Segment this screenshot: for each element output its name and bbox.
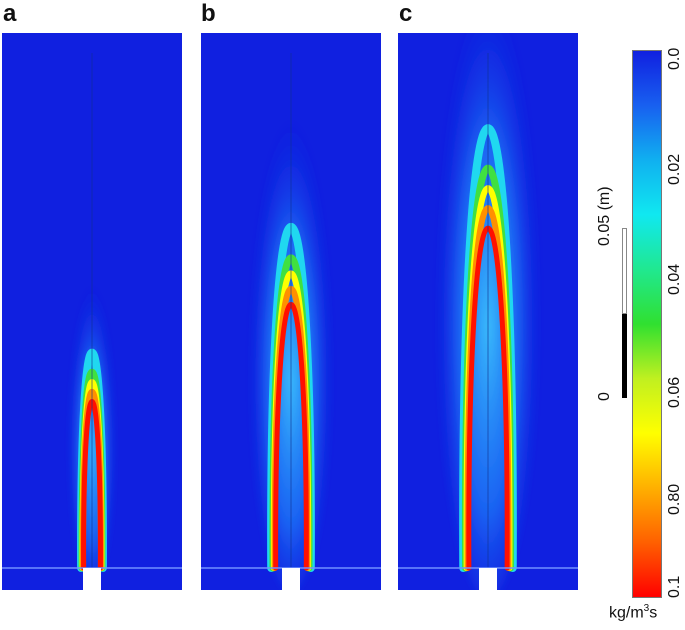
scale-bottom-label: 0 [596, 392, 613, 401]
burner-nozzle [83, 568, 101, 590]
colorbar-tick: 0.02 [666, 153, 683, 185]
colorbar-tick: 0.80 [666, 483, 683, 515]
colorbar-tick: 0.0 [666, 47, 683, 70]
flame-panel-c [398, 33, 578, 590]
colorbar-unit: kg/m3s [609, 603, 658, 622]
colorbar-tick: 0.06 [666, 376, 683, 408]
flame-panel-a [2, 33, 182, 590]
panel-label-c: c [399, 0, 413, 27]
scale-bar-upper [622, 228, 627, 314]
colorbar [632, 50, 662, 598]
colorbar-tick: 0.04 [666, 263, 683, 295]
burner-nozzle [479, 568, 497, 590]
flame-panel-b [201, 33, 381, 590]
colorbar-tick: 0.1 [666, 575, 683, 598]
scale-top-label: 0.05 (m) [596, 186, 613, 246]
panel-label-b: b [201, 0, 216, 27]
scale-bar-lower [622, 314, 627, 398]
panel-label-a: a [3, 0, 17, 27]
burner-nozzle [282, 568, 300, 590]
